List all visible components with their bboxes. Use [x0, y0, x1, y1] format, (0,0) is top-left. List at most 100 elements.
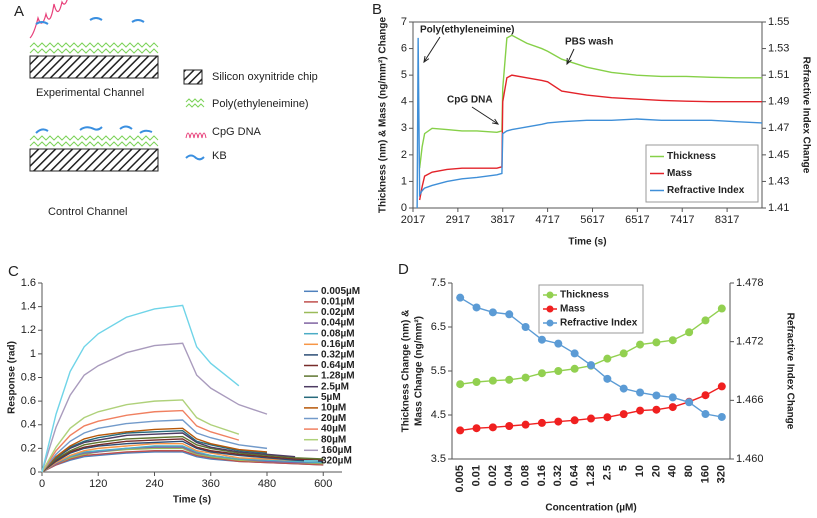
legend-icon: [185, 154, 205, 161]
channel-label: Control Channel: [48, 206, 128, 218]
x-axis-label: Time (s): [568, 237, 606, 248]
x-axis-label: Time (s): [173, 495, 211, 506]
x-tick-label: 120: [89, 478, 107, 490]
point: [570, 364, 579, 373]
point: [619, 384, 628, 393]
legend-marker: [546, 305, 554, 313]
x-tick-label: 0.02: [487, 465, 499, 486]
x-tick-label: 8317: [715, 214, 739, 226]
series-line: [41, 399, 240, 473]
annotation-arrow: [423, 36, 441, 63]
point: [554, 417, 563, 426]
annotation-arrow: [471, 106, 499, 125]
arrow-head: [492, 118, 500, 125]
legend-box: [645, 144, 759, 203]
y2-tick-label: 1.478: [736, 277, 764, 289]
point: [701, 410, 710, 419]
x-tick-label: 0: [39, 478, 45, 490]
kb-layer: [35, 17, 145, 25]
panel-label: A: [14, 3, 24, 20]
y-tick-label: 7: [401, 16, 407, 28]
point: [472, 303, 481, 312]
series-line: [41, 450, 324, 473]
legend-label: 0.32µM: [321, 350, 355, 361]
series-line: [41, 432, 296, 473]
point: [619, 410, 628, 419]
y-tick-label: 1: [401, 175, 407, 187]
diagram: Experimental Channel Control Channel Sil…: [29, 0, 318, 218]
y2-tick-label: 1.41: [768, 202, 789, 214]
y2-tick-label: 1.53: [768, 42, 789, 54]
y-axis-label: Response (rad): [7, 341, 18, 414]
annotation: CpG DNA: [447, 95, 493, 106]
point: [685, 328, 694, 337]
point: [717, 304, 726, 313]
legend-marker: [546, 291, 554, 299]
x-tick-label: 0.16: [536, 465, 548, 486]
panel-label: C: [8, 263, 19, 280]
point: [701, 391, 710, 400]
point: [472, 378, 481, 386]
annotation: Poly(ethyleneimine): [420, 25, 514, 36]
point: [537, 335, 546, 344]
series-line: [41, 419, 268, 473]
x-tick-label: 40: [667, 465, 679, 477]
point: [570, 349, 579, 358]
series-line: [41, 304, 240, 473]
legend-label: Mass: [560, 304, 585, 315]
y-tick-label: 0.6: [21, 395, 36, 407]
series-line: [41, 442, 324, 473]
kb-layer: [35, 125, 153, 134]
y2-tick-label: 1.47: [768, 122, 789, 134]
y-tick-label: 1: [30, 348, 36, 360]
legend-label: 0.04µM: [321, 318, 355, 329]
x-tick-label: 0.08: [519, 465, 531, 486]
x-tick-label: 6517: [625, 214, 649, 226]
y-tick-label: 5: [401, 69, 407, 81]
point: [488, 423, 497, 432]
series-line: [41, 429, 268, 473]
y-axis-label: Thickness (nm) & Mass (ng/mm²) Change: [378, 16, 389, 213]
legend-label: 40µM: [321, 424, 346, 435]
y-tick-label: 2: [401, 149, 407, 161]
x-tick-label: 160: [699, 465, 711, 483]
y-tick-label: 6.5: [431, 321, 446, 333]
x-tick-label: 2017: [401, 214, 425, 226]
legend-label: Refractive Index: [560, 318, 638, 329]
legend-label: 0.02µM: [321, 307, 355, 318]
y-tick-label: 3.5: [431, 453, 446, 465]
x-tick-label: 10: [634, 465, 646, 477]
point: [636, 340, 645, 349]
point: [668, 393, 677, 402]
point: [537, 369, 546, 378]
point: [472, 424, 481, 433]
series-line: [416, 37, 763, 209]
point: [505, 422, 514, 430]
x-tick-label: 600: [314, 478, 332, 490]
point: [619, 349, 628, 358]
x-tick-label: 2.5: [601, 465, 613, 480]
point: [603, 374, 612, 383]
point: [505, 375, 514, 384]
y2-tick-label: 1.51: [768, 69, 789, 81]
y-tick-label: 1.2: [21, 324, 36, 336]
y-tick-label: 6: [401, 42, 407, 54]
y-tick-label: 5.5: [431, 365, 446, 377]
pei-layer: [29, 42, 159, 54]
y-tick-label: 4.5: [431, 409, 446, 421]
annotation: PBS wash: [565, 37, 613, 48]
x-tick-label: 1.28: [585, 465, 597, 486]
legend-label: 5µM: [321, 392, 341, 403]
point: [488, 376, 497, 385]
series-line: [41, 427, 268, 473]
y-tick-label: 4: [401, 96, 407, 108]
x-tick-label: 0.01: [470, 465, 482, 486]
chip: [29, 148, 159, 172]
y-tick-label: 3: [401, 122, 407, 134]
point: [537, 418, 546, 427]
panel-label: D: [398, 261, 409, 278]
series-line: [41, 409, 240, 473]
channel-label: Experimental Channel: [36, 87, 144, 99]
x-tick-label: 0.32: [552, 465, 564, 486]
point: [505, 310, 514, 319]
